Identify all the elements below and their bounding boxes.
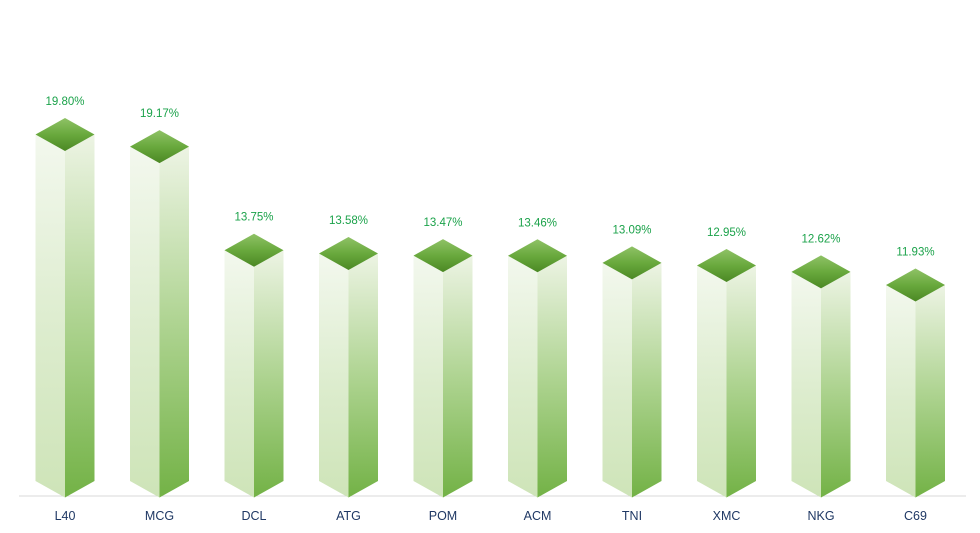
bar-right-face: [915, 285, 945, 498]
value-label: 13.58%: [329, 215, 368, 227]
category-label: ACM: [524, 509, 552, 523]
value-label: 12.62%: [801, 233, 840, 245]
bar-left-face: [319, 253, 349, 498]
value-label: 19.80%: [45, 96, 84, 108]
value-label: 19.17%: [140, 108, 179, 120]
bar-top-face: [35, 118, 95, 152]
bar-right-face: [632, 262, 662, 498]
value-label: 13.75%: [234, 212, 273, 224]
bar-top-face: [886, 268, 945, 302]
category-label: L40: [55, 509, 76, 523]
bar-top-face: [791, 255, 851, 289]
category-label: DCL: [241, 509, 266, 523]
bar-top-face: [224, 233, 284, 267]
bar-left-face: [224, 250, 254, 498]
category-label: C69: [904, 509, 927, 523]
bar-right-face: [348, 253, 378, 498]
bar-right-face: [65, 134, 95, 498]
bar-left-face: [508, 255, 538, 498]
bar-right-face: [159, 146, 189, 498]
category-label: ATG: [336, 509, 361, 523]
value-label: 12.95%: [707, 227, 746, 239]
bar-top-face: [602, 246, 662, 280]
bar-left-face: [35, 134, 65, 498]
category-label: XMC: [713, 509, 741, 523]
bar-left-face: [602, 262, 632, 498]
bar-left-face: [791, 271, 821, 498]
bar-right-face: [254, 250, 284, 498]
category-label: NKG: [807, 509, 834, 523]
bar-left-face: [886, 285, 916, 498]
bar-right-face: [821, 271, 851, 498]
bar-right-face: [443, 255, 473, 498]
category-label: TNI: [622, 509, 642, 523]
bar-left-face: [413, 255, 443, 498]
bar-left-face: [697, 265, 727, 498]
bar-top-face: [130, 130, 189, 164]
bar-top-face: [319, 236, 378, 270]
value-label: 13.47%: [423, 217, 462, 229]
bar-left-face: [130, 146, 160, 498]
value-label: 11.93%: [896, 247, 934, 259]
value-label: 13.46%: [518, 217, 557, 229]
bar-top-face: [697, 249, 756, 283]
category-label: MCG: [145, 509, 174, 523]
category-label: POM: [429, 509, 457, 523]
bar-right-face: [726, 265, 756, 498]
bar-top-face: [508, 239, 567, 273]
bar-right-face: [537, 255, 567, 498]
value-label: 13.09%: [612, 224, 651, 236]
bar-top-face: [413, 239, 473, 273]
